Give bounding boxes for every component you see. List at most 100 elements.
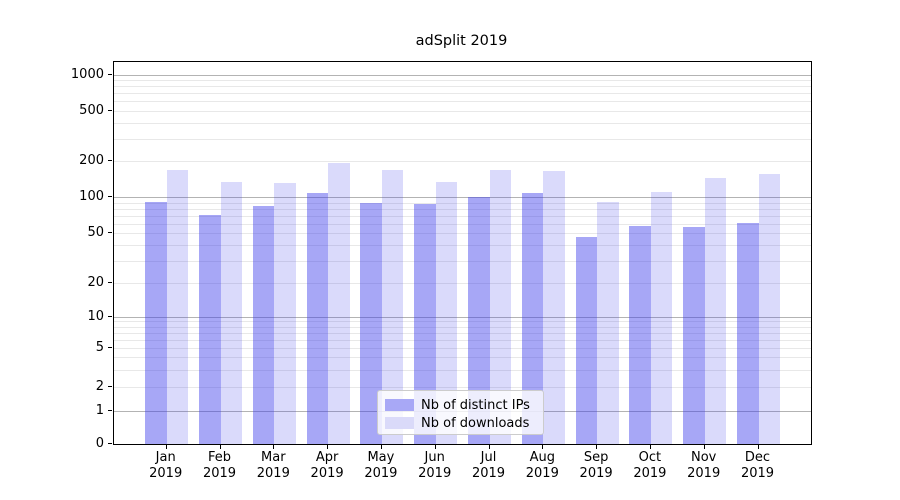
x-tick-mark	[649, 445, 651, 449]
y-tick-mark	[108, 73, 112, 75]
x-tick-mark	[219, 445, 221, 449]
x-tick-mark	[542, 445, 544, 449]
bar-distinct-ips	[737, 223, 759, 444]
legend-row: Nb of distinct IPs	[385, 396, 535, 414]
bar-downloads	[489, 169, 511, 444]
x-tick-mark	[380, 445, 382, 449]
y-tick-mark	[108, 232, 112, 234]
bar-distinct-ips	[521, 192, 544, 444]
y-tick-label: 500	[79, 102, 104, 118]
gridline-minor	[114, 101, 811, 103]
legend-swatch-distinct-ips	[385, 399, 414, 411]
gridline-minor	[114, 369, 811, 371]
bar-downloads	[597, 201, 619, 444]
y-tick-mark	[108, 109, 112, 111]
gridline-major	[114, 197, 811, 199]
plot-area	[113, 61, 812, 445]
x-tick-mark	[273, 445, 275, 449]
gridline-major	[114, 316, 811, 318]
bar-downloads	[274, 182, 296, 444]
bar-downloads	[758, 174, 780, 444]
y-tick-mark	[108, 282, 112, 283]
y-tick-mark	[108, 196, 112, 198]
bar-downloads	[381, 170, 404, 444]
x-tick-mark	[703, 445, 705, 449]
x-tick-label: Jan 2019	[149, 450, 183, 481]
gridline-minor	[114, 208, 811, 210]
bar-distinct-ips	[306, 193, 329, 444]
bar-downloads	[220, 182, 242, 444]
x-tick-mark	[596, 445, 598, 449]
bar-downloads	[543, 170, 565, 444]
y-tick-mark	[108, 443, 112, 444]
bar-distinct-ips	[145, 202, 167, 444]
gridline-minor	[114, 348, 811, 349]
bar-distinct-ips	[414, 204, 436, 444]
gridline-minor	[114, 357, 811, 359]
y-tick-mark	[108, 160, 112, 162]
y-tick-label: 100	[79, 189, 104, 205]
bar-downloads	[166, 169, 189, 444]
x-tick-mark	[757, 445, 759, 449]
y-tick-mark	[108, 315, 112, 317]
x-tick-mark	[165, 445, 167, 449]
bar-downloads	[328, 162, 350, 444]
y-tick-label: 10	[87, 308, 104, 324]
gridline-minor	[114, 386, 811, 388]
y-tick-label: 5	[95, 340, 104, 355]
gridline-minor	[114, 80, 811, 82]
x-tick-label: Nov 2019	[687, 450, 721, 481]
gridline-minor	[114, 161, 811, 163]
bar-distinct-ips	[252, 206, 275, 444]
bar-downloads	[435, 181, 458, 444]
gridline-minor	[114, 86, 811, 88]
y-tick-label: 1	[95, 402, 104, 418]
x-tick-label: Jun 2019	[418, 450, 452, 481]
x-tick-label: Aug 2019	[525, 450, 559, 481]
x-tick-label: Dec 2019	[740, 450, 775, 481]
gridline-minor	[114, 321, 811, 323]
gridline-minor	[114, 261, 811, 263]
bar-distinct-ips	[575, 236, 598, 444]
y-tick-label: 50	[87, 225, 104, 241]
gridline-minor	[114, 332, 811, 334]
y-tick-mark	[108, 409, 112, 411]
x-tick-mark	[327, 445, 329, 449]
bar-distinct-ips	[199, 215, 221, 444]
gridline-minor	[114, 93, 811, 95]
bar-distinct-ips	[629, 225, 651, 444]
y-tick-label: 0	[95, 436, 104, 451]
gridline-minor	[114, 283, 811, 284]
x-tick-label: Oct 2019	[633, 450, 667, 481]
x-tick-label: Feb 2019	[202, 450, 237, 481]
gridline-minor	[114, 326, 811, 328]
gridline-minor	[114, 339, 811, 341]
bar-distinct-ips	[468, 197, 490, 444]
legend-swatch-downloads	[385, 417, 414, 429]
gridline-minor	[114, 123, 811, 125]
bar-downloads	[650, 192, 673, 444]
y-tick-label: 20	[87, 275, 104, 290]
chart-title: adSplit 2019	[415, 33, 508, 49]
y-tick-label: 1000	[70, 66, 104, 82]
y-tick-mark	[108, 385, 112, 387]
bar-downloads	[704, 178, 727, 444]
gridline-minor	[114, 215, 811, 217]
legend: Nb of distinct IPs Nb of downloads	[377, 390, 544, 435]
legend-label-downloads: Nb of downloads	[421, 415, 530, 431]
x-tick-mark	[434, 445, 436, 449]
x-tick-label: Apr 2019	[310, 450, 344, 481]
x-tick-label: Jul 2019	[471, 450, 506, 481]
bar-distinct-ips	[683, 226, 705, 444]
gridline-minor	[114, 202, 811, 204]
legend-label-distinct-ips: Nb of distinct IPs	[421, 397, 530, 413]
gridline-minor	[114, 138, 811, 140]
gridline-minor	[114, 233, 811, 235]
y-tick-label: 200	[79, 153, 104, 169]
legend-row: Nb of downloads	[385, 414, 535, 432]
gridline-minor	[114, 223, 811, 225]
x-tick-label: Sep 2019	[579, 450, 613, 481]
x-tick-label: May 2019	[364, 450, 398, 481]
gridline-minor	[114, 245, 811, 247]
